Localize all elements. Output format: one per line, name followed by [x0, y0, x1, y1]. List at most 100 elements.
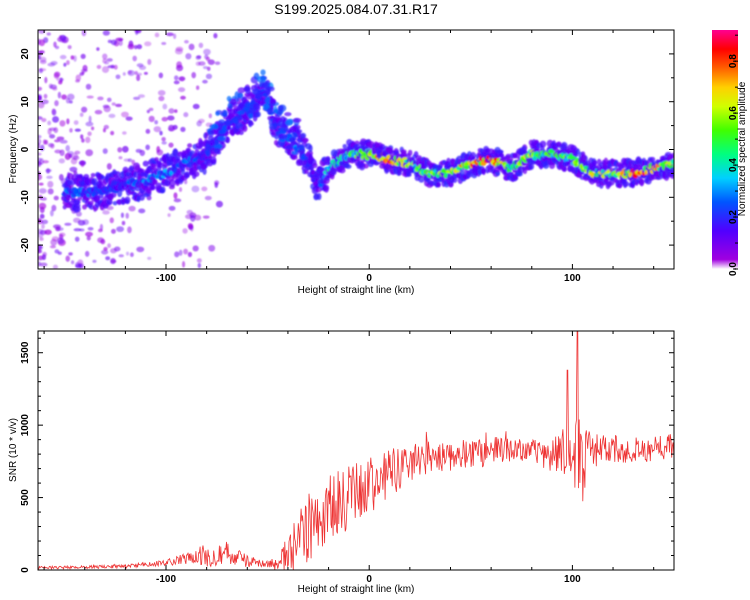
spectrum-noise-blob: [44, 229, 52, 235]
spectrum-noise-blob: [46, 32, 51, 36]
spectrum-noise-blob: [38, 232, 44, 238]
snr-y-axis-label: SNR (10 * v/v): [8, 418, 19, 482]
spectrum-noise-blob: [147, 256, 152, 260]
spectrum-noise-blob: [39, 262, 48, 267]
spectrum-core-blob: [463, 165, 470, 170]
spectrum-noise-blob: [173, 33, 177, 40]
spectrum-halo-blob: [241, 113, 248, 120]
spectrum-noise-blob: [40, 144, 45, 152]
spectrum-noise-blob: [88, 115, 92, 123]
spectrum-noise-blob: [167, 115, 175, 121]
spectrum-noise-blob: [102, 30, 110, 36]
spectrum-noise-blob: [137, 94, 145, 98]
spectrum-noise-blob: [85, 83, 92, 90]
spectrum-halo-blob: [237, 87, 246, 94]
spectrum-noise-blob: [154, 120, 159, 125]
spectrum-halo-blob: [218, 129, 226, 135]
spectrum-noise-blob: [102, 148, 108, 154]
spectrum-noise-blob: [65, 255, 70, 262]
spectrum-halo-blob: [222, 109, 228, 118]
spectrum-noise-blob: [102, 128, 106, 133]
y-tick-label: 0: [20, 146, 31, 152]
spectrum-halo-blob: [210, 156, 217, 165]
y-tick-label: -10: [20, 190, 31, 205]
spectrum-halo-blob: [274, 135, 279, 140]
spectrum-halo-blob: [407, 149, 413, 156]
spectrum-halo-blob: [278, 104, 287, 112]
spectrum-noise-blob: [44, 139, 49, 145]
spectrum-noise-blob: [118, 40, 123, 47]
spectrum-noise-blob: [205, 56, 211, 62]
spectrum-halo-blob: [187, 143, 193, 148]
spectrum-halo-blob: [237, 92, 244, 99]
spectrum-noise-blob: [38, 116, 43, 120]
spectrum-noise-blob: [121, 220, 126, 226]
spectrum-halo-blob: [436, 181, 441, 188]
colorbar-strip: [712, 30, 738, 269]
spectrum-noise-blob: [79, 112, 84, 117]
spectrum-noise-blob: [40, 197, 47, 201]
spectrum-noise-blob: [205, 73, 213, 80]
spectrum-halo-blob: [253, 103, 260, 110]
spectrum-noise-blob: [157, 89, 166, 96]
spectrum-noise-blob: [174, 109, 178, 113]
spectrum-noise-blob: [196, 258, 202, 263]
spectrum-noise-blob: [38, 95, 42, 102]
spectrum-halo-blob: [250, 98, 256, 106]
spectrum-noise-blob: [51, 108, 56, 115]
spectrum-halo-blob: [238, 130, 244, 136]
spectrum-noise-blob: [173, 192, 178, 199]
spectrum-noise-blob: [127, 70, 135, 76]
colorbar-tick-label: 0.8: [728, 54, 739, 68]
spectrum-noise-blob: [127, 158, 133, 163]
spectrum-halo-blob: [129, 165, 135, 172]
spectrum-halo-blob: [291, 155, 298, 160]
spectrum-noise-blob: [138, 208, 146, 214]
spectrum-noise-blob: [58, 158, 65, 164]
spectrum-halo-blob: [229, 108, 236, 114]
spectrum-halo-blob: [330, 149, 338, 157]
spectrum-halo-blob: [297, 160, 307, 166]
spectrum-halo-blob: [73, 199, 81, 205]
spectrum-noise-blob: [53, 41, 57, 48]
spectrum-noise-blob: [203, 48, 211, 56]
spectrum-noise-blob: [204, 195, 212, 201]
spectrum-halo-blob: [90, 173, 96, 178]
spectrum-noise-blob: [56, 136, 65, 141]
spectrum-halo-blob: [217, 135, 226, 142]
spectrum-noise-blob: [113, 246, 121, 252]
spectrum-noise-blob: [66, 118, 70, 125]
spectrum-noise-blob: [139, 149, 146, 157]
spectrum-halo-blob: [245, 93, 255, 100]
spectrum-noise-blob: [178, 187, 183, 192]
spectrum-halo-blob: [290, 132, 298, 139]
spectrum-noise-blob: [74, 236, 80, 242]
spectrum-noise-blob: [75, 74, 82, 82]
spectrum-noise-blob: [50, 209, 54, 217]
spectrum-halo-blob: [226, 95, 232, 102]
spectrum-noise-blob: [198, 42, 204, 49]
spectrum-noise-blob: [174, 251, 180, 258]
spectrum-noise-blob: [173, 198, 182, 203]
spectrum-noise-blob: [54, 100, 59, 107]
spectrum-noise-blob: [73, 217, 81, 223]
spectrum-noise-blob: [68, 252, 73, 256]
spectrum-noise-blob: [168, 205, 176, 211]
spectrogram-y-axis-label: Frequency (Hz): [8, 115, 19, 184]
spectrum-noise-blob: [208, 244, 216, 252]
spectrum-halo-blob: [580, 154, 587, 163]
spectrum-noise-blob: [44, 76, 48, 84]
x-tick-label: 100: [564, 273, 581, 284]
colorbar-tick-label: 0.2: [728, 210, 739, 224]
spectrum-halo-blob: [248, 113, 254, 120]
spectrum-noise-blob: [81, 106, 88, 113]
spectrum-halo-blob: [528, 162, 535, 171]
spectrum-halo-blob: [227, 112, 232, 121]
spectrum-halo-blob: [242, 124, 248, 133]
spectrum-noise-blob: [213, 33, 218, 39]
spectrum-halo-blob: [266, 107, 273, 115]
spectrum-noise-blob: [162, 103, 168, 110]
spectrum-noise-blob: [167, 213, 171, 218]
